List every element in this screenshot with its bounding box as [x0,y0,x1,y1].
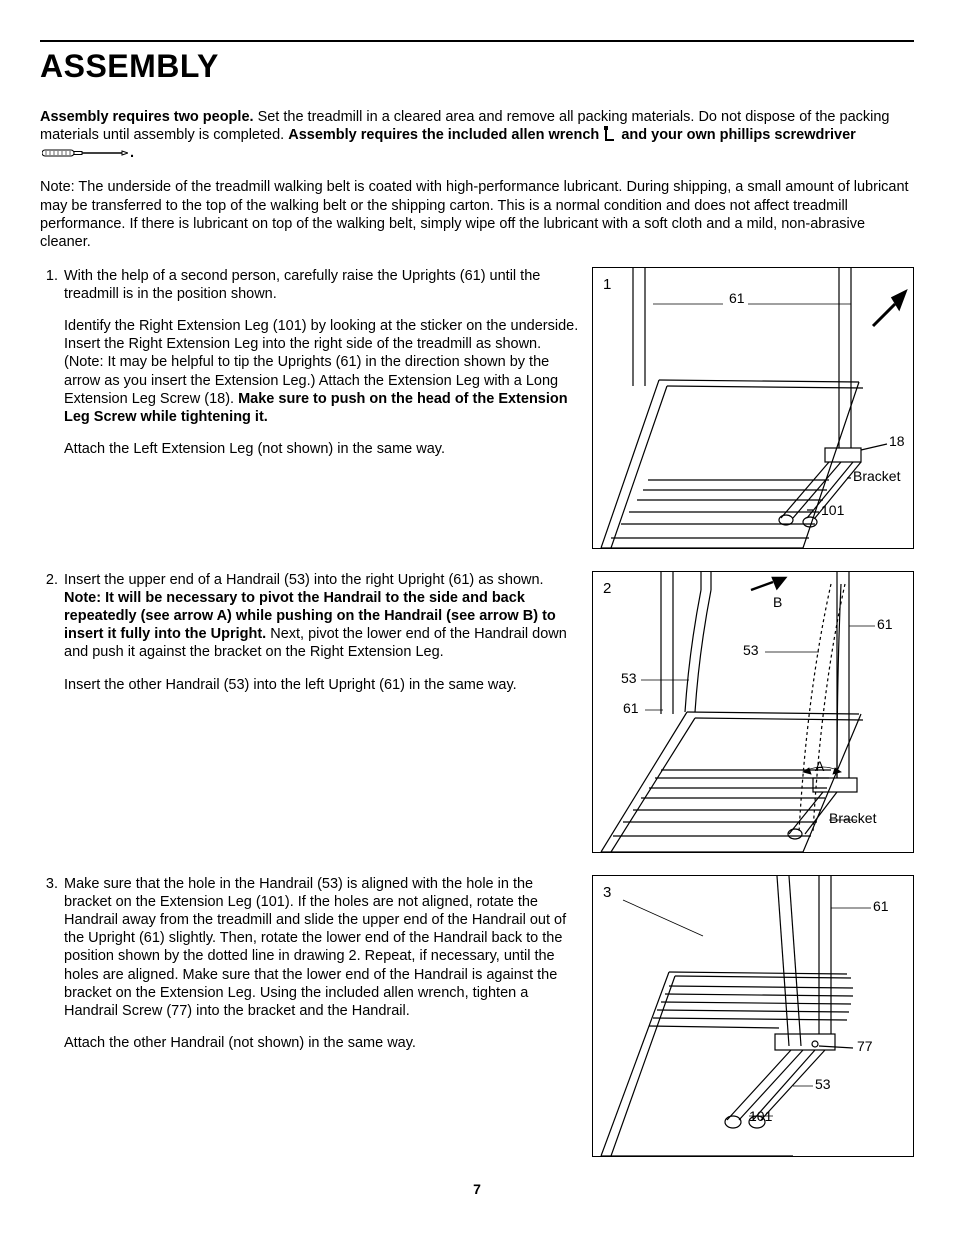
body-text: Insert the upper end of a Handrail (53) … [64,572,544,588]
label: 53 [743,642,759,660]
intro-bold-lead: Assembly requires two people. [40,109,254,125]
body-text: Insert the other Handrail (53) into the … [64,677,517,693]
label: 77 [857,1038,873,1056]
intro-block: Assembly requires two people. Set the tr… [40,108,914,251]
step-paragraph: Attach the other Handrail (not shown) in… [64,1034,580,1052]
intro-paragraph-2: Note: The underside of the treadmill wal… [40,178,914,251]
step-3: Make sure that the hole in the Handrail … [62,875,914,1157]
label: A [815,758,824,776]
label: 61 [729,290,745,308]
body-text: Attach the other Handrail (not shown) in… [64,1035,416,1051]
intro-period: . [130,145,134,161]
figure-number: 2 [603,580,611,599]
page-title: ASSEMBLY [40,46,914,86]
step-paragraph: Insert the other Handrail (53) into the … [64,676,580,694]
intro-paragraph-1: Assembly requires two people. Set the tr… [40,108,914,162]
intro-text-b: and your own phillips screwdriver [621,127,855,143]
step-1-text: With the help of a second person, carefu… [64,267,580,472]
assembly-steps: With the help of a second person, carefu… [40,267,914,1157]
figure-1-diagram [593,268,913,548]
step-paragraph: Insert the upper end of a Handrail (53) … [64,571,580,662]
figure-2: 2 [592,571,914,853]
label: 53 [621,670,637,688]
intro-bold-mid: Assembly requires the included allen wre… [288,127,599,143]
label: 101 [749,1108,772,1126]
label: 53 [815,1076,831,1094]
body-text: Make sure that the hole in the Handrail … [64,876,566,1019]
step-paragraph: Make sure that the hole in the Handrail … [64,875,580,1020]
step-1: With the help of a second person, carefu… [62,267,914,549]
label: 61 [873,898,889,916]
figure-number: 1 [603,276,611,295]
horizontal-rule [40,40,914,42]
step-paragraph: Identify the Right Extension Leg (101) b… [64,317,580,426]
page-number: 7 [40,1181,914,1199]
screwdriver-icon [42,147,128,159]
label: Bracket [829,810,876,828]
figure-1: 1 [592,267,914,549]
label: B [773,594,782,612]
label: Bracket [853,468,900,486]
label: 101 [821,502,844,520]
step-2: Insert the upper end of a Handrail (53) … [62,571,914,853]
body-text: With the help of a second person, carefu… [64,268,540,302]
body-text: Attach the Left Extension Leg (not shown… [64,441,445,457]
figure-number: 3 [603,884,611,903]
step-2-text: Insert the upper end of a Handrail (53) … [64,571,580,708]
allen-wrench-icon [603,126,617,144]
label: 18 [889,433,905,451]
label: 61 [877,616,893,634]
step-paragraph: With the help of a second person, carefu… [64,267,580,303]
figure-3: 3 [592,875,914,1157]
step-3-text: Make sure that the hole in the Handrail … [64,875,580,1066]
label: 61 [623,700,639,718]
step-paragraph: Attach the Left Extension Leg (not shown… [64,440,580,458]
